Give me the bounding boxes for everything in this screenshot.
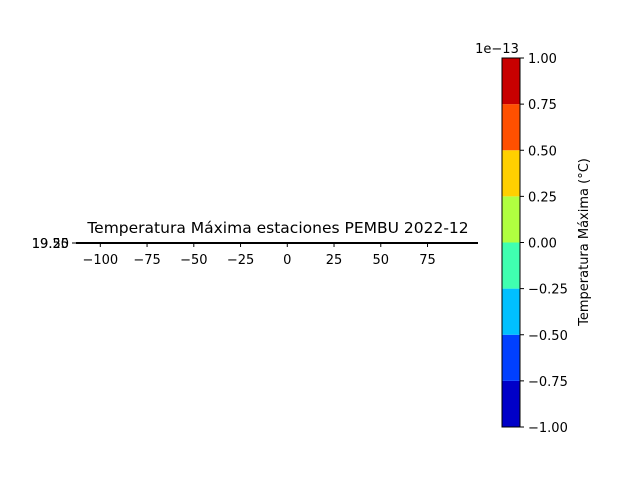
colorbar-segment [502,334,520,381]
colorbar-tick-label: 1.00 [528,52,557,67]
x-axis: −100 −75 −50 −25 0 25 50 75 [82,243,436,268]
colorbar-tick-label: 0.75 [528,98,557,113]
colorbar-ticks: −1.00 −0.75 −0.50 −0.25 0.00 0.25 0.50 0.75 1.00 [520,52,568,436]
colorbar-segment [502,380,520,427]
colorbar-tick-label: −0.50 [528,329,568,344]
colorbar-tick-label: −0.25 [528,283,568,298]
x-tick-label: 25 [326,253,343,268]
x-tick-label: −25 [227,253,254,268]
colorbar-offset-text: 1e−13 [475,42,519,57]
x-tick-label: −50 [180,253,207,268]
colorbar: −1.00 −0.75 −0.50 −0.25 0.00 0.25 0.50 0.75 1.00… [475,42,592,436]
colorbar-segments [502,58,520,427]
colorbar-segment [502,150,520,197]
colorbar-segment [502,288,520,335]
colorbar-tick-label: 0.25 [528,190,557,205]
x-tick-label: −75 [133,253,160,268]
colorbar-segment [502,196,520,243]
colorbar-tick-label: 0.50 [528,144,557,159]
colorbar-segment [502,58,520,105]
colorbar-label: Temperatura Máxima (°C) [577,158,592,327]
y-tick-label: 19.50 [32,237,69,252]
x-tick-label: 50 [372,253,389,268]
colorbar-segment [502,242,520,289]
x-tick-label: 75 [419,253,436,268]
chart-title: Temperatura Máxima estaciones PEMBU 2022… [86,219,468,237]
y-tick-label: 19.25 [32,237,69,252]
colorbar-tick-label: 0.00 [528,237,557,252]
colorbar-tick-label: −0.75 [528,375,568,390]
x-tick-label: 0 [283,253,291,268]
colorbar-tick-label: −1.00 [528,421,568,436]
colorbar-segment [502,104,520,151]
x-tick-label: −100 [82,253,118,268]
